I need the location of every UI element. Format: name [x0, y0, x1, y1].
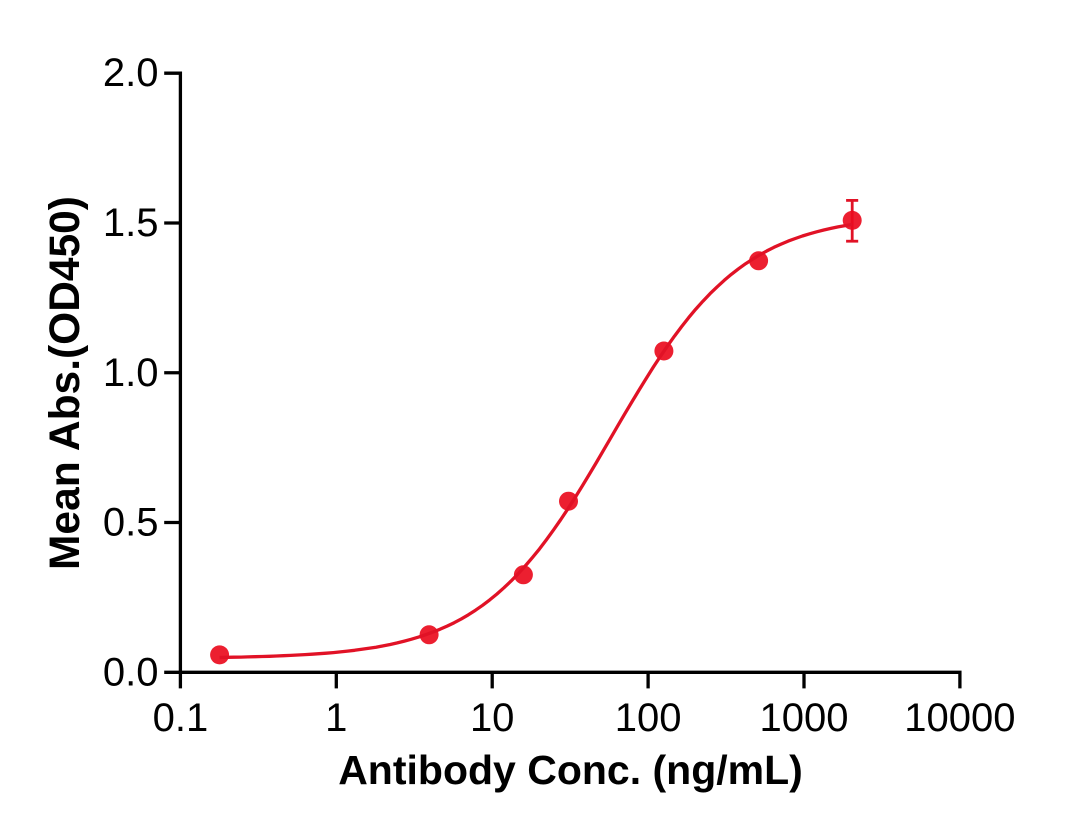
- svg-text:10: 10: [470, 696, 515, 740]
- svg-text:Mean Abs.(OD450): Mean Abs.(OD450): [42, 196, 89, 570]
- svg-text:10000: 10000: [904, 696, 1015, 740]
- svg-text:1: 1: [325, 696, 347, 740]
- svg-text:1.0: 1.0: [103, 351, 159, 395]
- svg-text:0.1: 0.1: [153, 696, 209, 740]
- svg-text:2.0: 2.0: [103, 51, 159, 95]
- svg-text:100: 100: [615, 696, 682, 740]
- svg-text:1.5: 1.5: [103, 201, 159, 245]
- svg-text:Antibody Conc. (ng/mL): Antibody Conc. (ng/mL): [338, 747, 803, 793]
- svg-text:0.0: 0.0: [103, 650, 159, 694]
- svg-text:0.5: 0.5: [103, 501, 159, 545]
- svg-text:1000: 1000: [760, 696, 849, 740]
